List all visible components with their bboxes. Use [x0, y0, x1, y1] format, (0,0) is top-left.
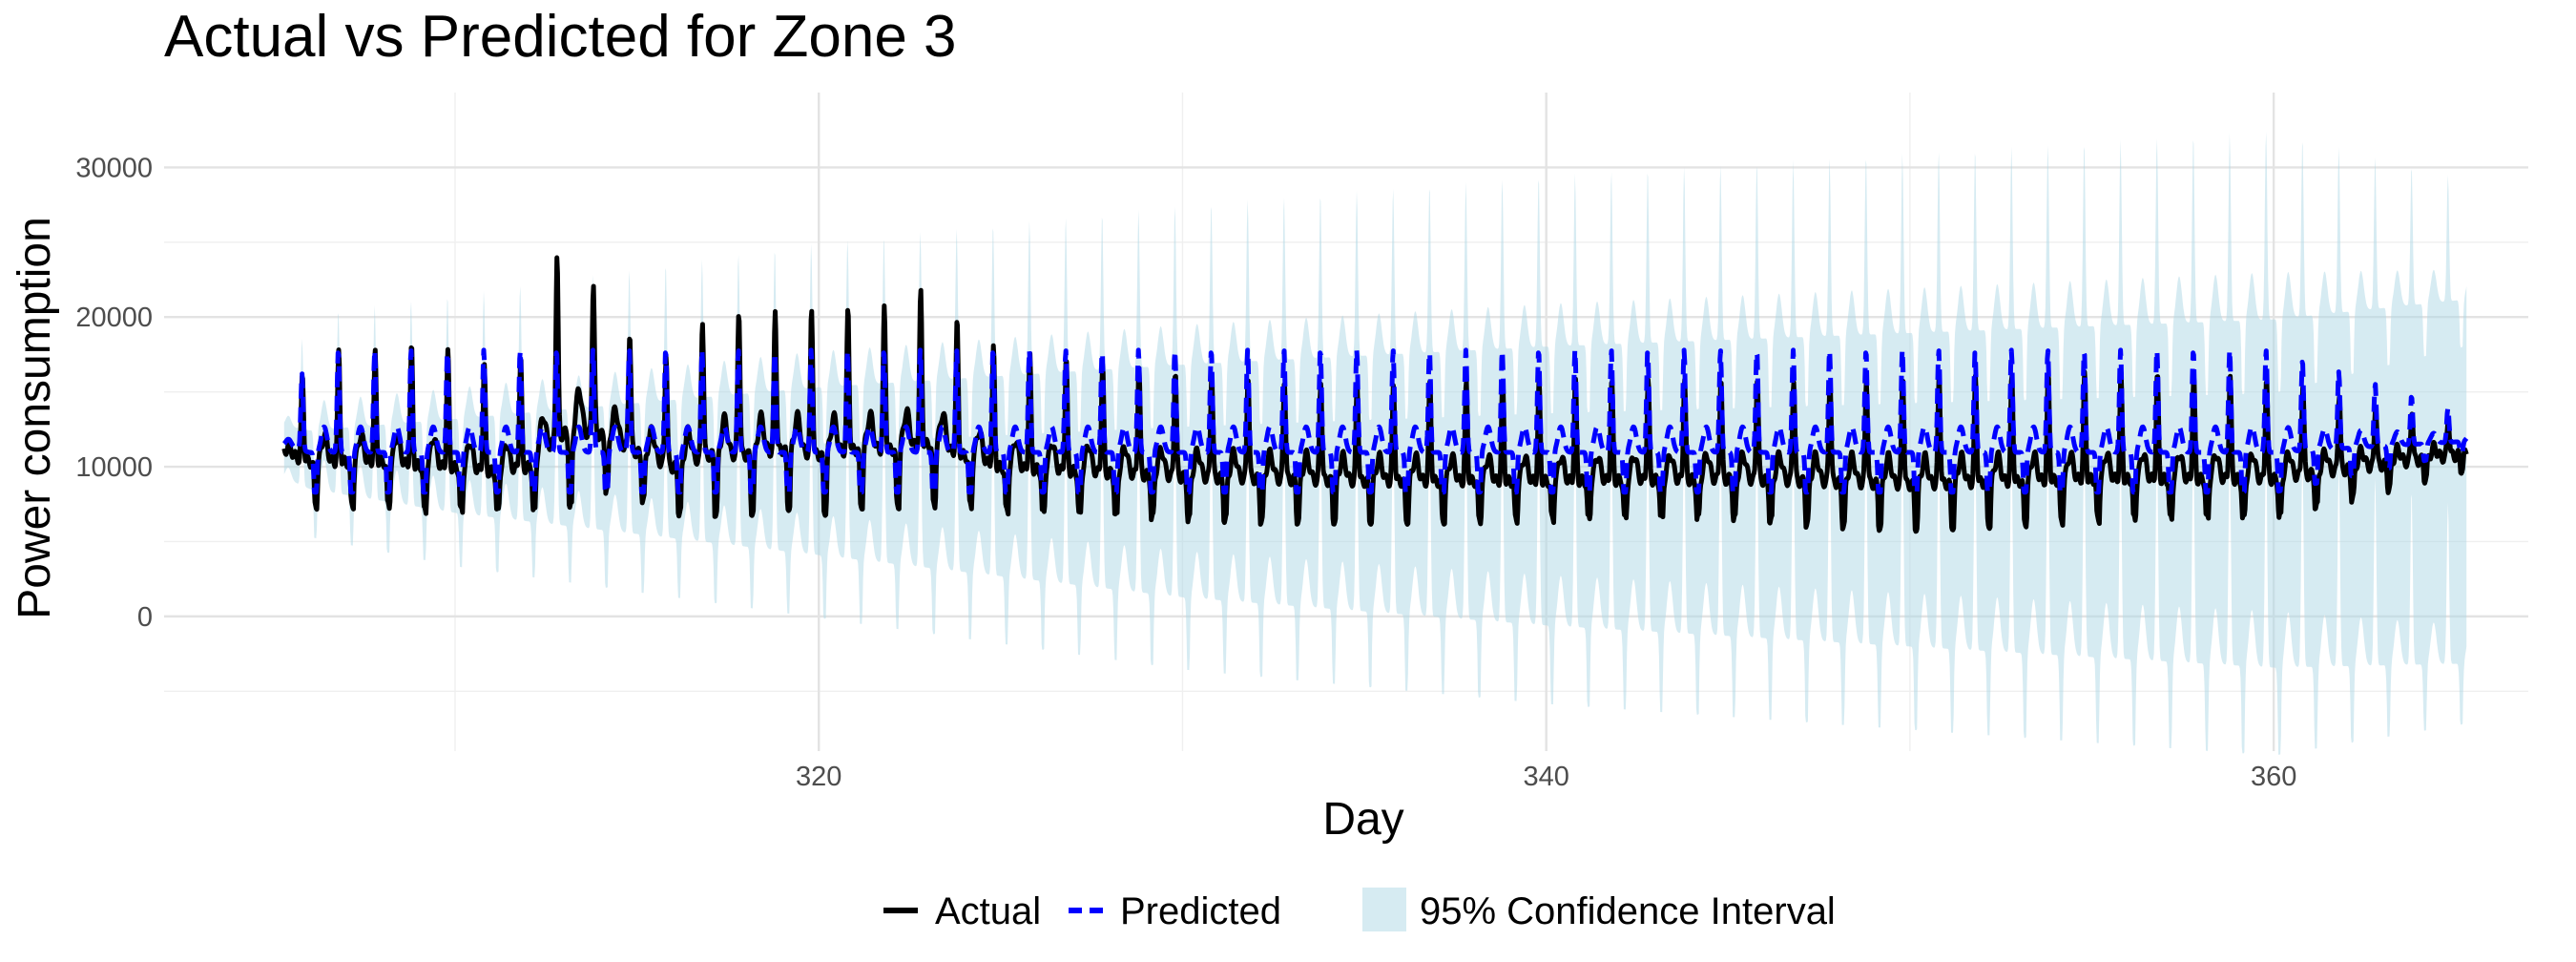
x-tick-label-2: 360: [2251, 762, 2296, 792]
legend-label-interval: 95% Confidence Interval: [1420, 890, 1836, 932]
y-axis-title: Power consumption: [10, 217, 60, 619]
legend: Actual Predicted 95% Confidence Interval: [883, 888, 1836, 932]
legend-key-interval: [1362, 888, 1406, 931]
legend-label-predicted: Predicted: [1120, 890, 1281, 932]
x-axis-ticks: 320 340 360: [796, 762, 2296, 792]
legend-label-actual: Actual: [935, 890, 1041, 932]
y-tick-label-3: 30000: [75, 153, 153, 183]
x-tick-label-1: 340: [1523, 762, 1568, 792]
x-tick-label-0: 320: [796, 762, 841, 792]
y-tick-label-0: 0: [137, 602, 153, 633]
y-tick-label-1: 10000: [75, 452, 153, 483]
x-axis-title: Day: [1322, 794, 1403, 845]
series-line-predicted: [282, 347, 2469, 495]
y-axis-ticks: 0 10000 20000 30000: [75, 153, 153, 632]
chart-title: Actual vs Predicted for Zone 3: [164, 4, 957, 70]
series-lines: [281, 255, 2469, 534]
y-tick-label-2: 20000: [75, 303, 153, 333]
